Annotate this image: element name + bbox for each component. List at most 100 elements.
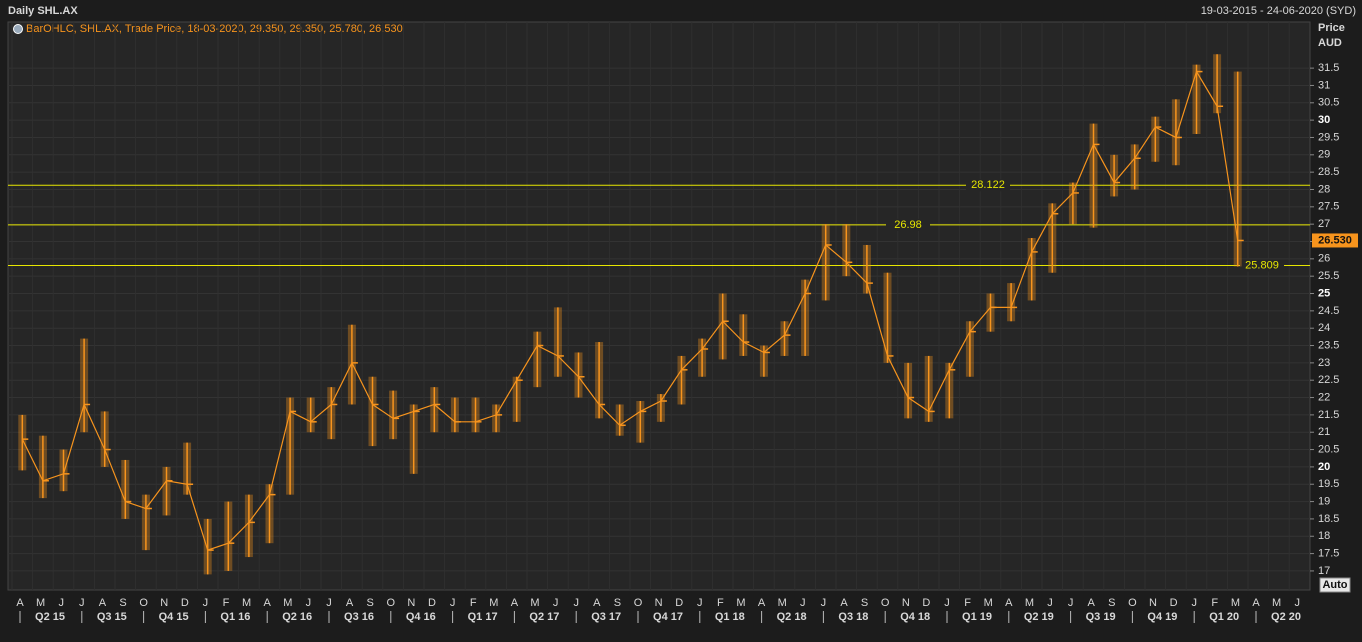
x-tick-label: A [99,597,107,609]
y-tick-label: 31 [1318,79,1330,91]
x-tick-label: S [1108,597,1115,609]
y-tick-label: 31.5 [1318,62,1339,74]
level-label-bg [886,218,930,231]
legend-icon[interactable] [13,24,23,34]
quarter-label: Q2 17 [529,611,559,623]
x-tick-label: J [821,597,827,609]
x-tick-label: M [36,597,45,609]
x-tick-label: N [160,597,168,609]
y-tick-label: 22.5 [1318,374,1339,386]
x-tick-label: O [1128,597,1137,609]
x-tick-label: J [800,597,806,609]
x-tick-label: M [1025,597,1034,609]
y-tick-label: 20 [1318,461,1330,473]
y-axis-label: Price [1318,22,1345,34]
level-label: 26.98 [894,219,922,231]
y-axis-unit: AUD [1318,37,1342,49]
quarter-label: Q3 18 [838,611,868,623]
y-tick-label: 29.5 [1318,131,1339,143]
x-tick-label: O [387,597,396,609]
y-tick-label: 21.5 [1318,409,1339,421]
x-tick-label: J [553,597,559,609]
x-tick-label: N [655,597,663,609]
x-tick-label: A [840,597,848,609]
x-tick-label: M [778,597,787,609]
x-tick-label: F [223,597,230,609]
x-tick-label: D [922,597,930,609]
y-tick-label: 21 [1318,426,1330,438]
quarter-label: Q3 19 [1086,611,1116,623]
x-tick-label: F [717,597,724,609]
quarter-label: Q4 15 [159,611,189,623]
y-tick-label: 18 [1318,530,1330,542]
y-tick-label: 22 [1318,391,1330,403]
y-tick-label: 23 [1318,357,1330,369]
quarter-label: Q3 15 [97,611,127,623]
y-tick-label: 17 [1318,565,1330,577]
x-tick-label: A [1252,597,1260,609]
x-tick-label: O [139,597,148,609]
x-tick-label: J [697,597,703,609]
quarter-label: Q2 18 [777,611,807,623]
y-tick-label: 27.5 [1318,201,1339,213]
x-tick-label: A [511,597,519,609]
y-tick-label: 20.5 [1318,443,1339,455]
x-tick-label: F [964,597,971,609]
quarter-label: Q2 20 [1271,611,1301,623]
y-tick-label: 30.5 [1318,97,1339,109]
quarter-label: Q1 20 [1209,611,1239,623]
quarter-label: Q4 16 [406,611,436,623]
x-tick-label: A [16,597,24,609]
last-price-tag [1312,233,1358,248]
x-tick-label: M [736,597,745,609]
level-label-bg [966,179,1010,192]
x-tick-label: N [1149,597,1157,609]
quarter-label: Q2 19 [1024,611,1054,623]
x-tick-label: D [675,597,683,609]
quarter-label: Q4 18 [900,611,930,623]
y-tick-label: 30 [1318,114,1330,126]
y-tick-label: 28 [1318,183,1330,195]
x-tick-label: J [203,597,209,609]
x-tick-label: S [367,597,374,609]
quarter-label: Q4 19 [1147,611,1177,623]
x-tick-label: A [346,597,354,609]
x-tick-label: M [283,597,292,609]
quarter-label: Q2 16 [282,611,312,623]
quarter-label: Q4 17 [653,611,683,623]
x-tick-label: M [1272,597,1281,609]
quarter-label: Q3 17 [591,611,621,623]
date-range: 19-03-2015 - 24-06-2020 (SYD) [1201,5,1356,17]
y-tick-label: 19.5 [1318,478,1339,490]
x-tick-label: S [119,597,126,609]
x-tick-label: J [1047,597,1053,609]
x-tick-label: S [861,597,868,609]
auto-button-label[interactable]: Auto [1322,579,1347,591]
x-tick-label: J [326,597,332,609]
quarter-label: Q1 18 [715,611,745,623]
y-tick-label: 27 [1318,218,1330,230]
level-label-bg [1240,259,1284,272]
x-tick-label: D [428,597,436,609]
x-tick-label: J [79,597,85,609]
x-tick-label: A [758,597,766,609]
quarter-label: Q2 15 [35,611,65,623]
x-tick-label: F [470,597,477,609]
y-tick-label: 23.5 [1318,339,1339,351]
level-label: 25.809 [1245,259,1279,271]
x-tick-label: A [593,597,601,609]
x-tick-label: A [1088,597,1096,609]
x-tick-label: A [1005,597,1013,609]
y-tick-label: 24 [1318,322,1330,334]
x-tick-label: J [306,597,312,609]
last-price-label: 26.530 [1318,234,1352,246]
x-tick-label: O [634,597,643,609]
quarter-label: Q1 16 [220,611,250,623]
x-tick-label: J [1294,597,1300,609]
auto-button[interactable] [1319,577,1351,593]
x-tick-label: N [407,597,415,609]
x-tick-label: M [489,597,498,609]
x-tick-label: A [264,597,272,609]
